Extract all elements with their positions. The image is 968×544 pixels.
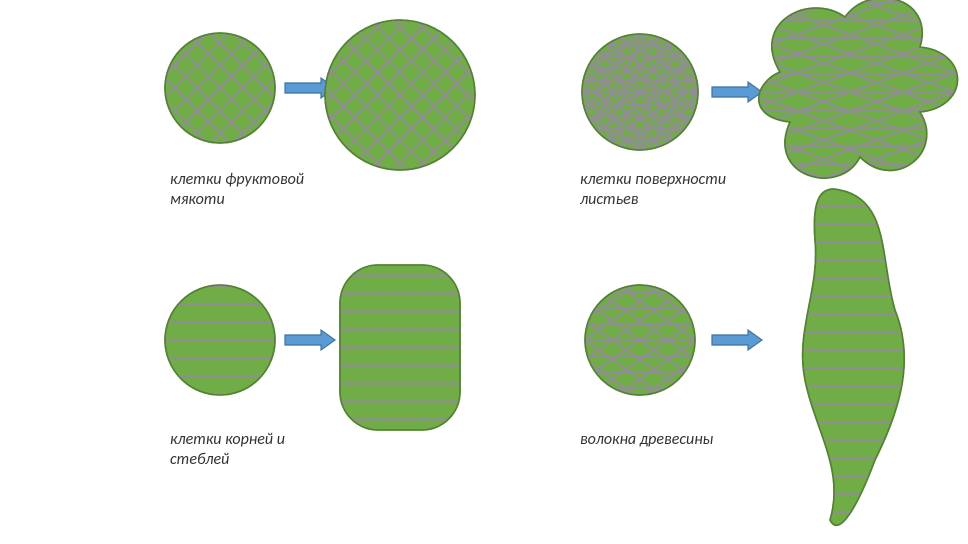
caption-q1: клетки фруктовой мякоти bbox=[170, 170, 304, 210]
caption-q3: клетки корней и стеблей bbox=[170, 430, 285, 470]
arrow-icon bbox=[712, 330, 762, 350]
arrow-icon bbox=[712, 82, 762, 102]
caption-q2: клетки поверхности листьев bbox=[580, 170, 726, 210]
diagram-canvas bbox=[0, 0, 968, 544]
q4-cell-right bbox=[803, 189, 905, 525]
caption-q4: волокна древесины bbox=[580, 430, 713, 450]
diagram-stage: клетки фруктовой мякоти клетки поверхнос… bbox=[0, 0, 968, 544]
arrow-icon bbox=[285, 330, 335, 350]
